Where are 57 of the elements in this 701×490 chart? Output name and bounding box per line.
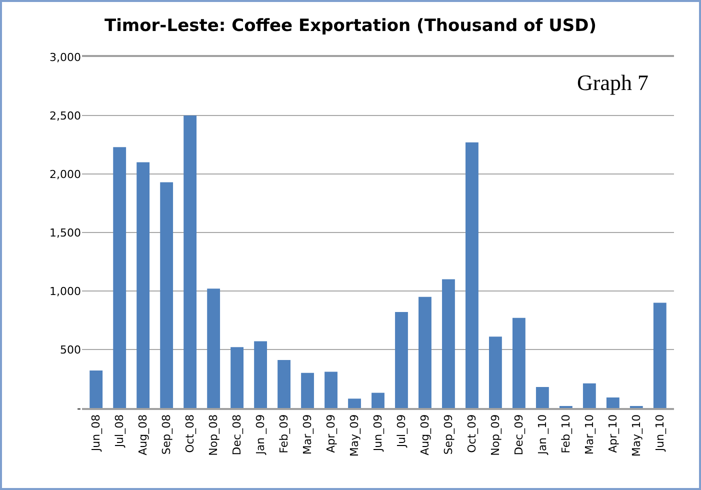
x-tick-label: Dec_09 [512,414,526,456]
x-tick-label: Feb_10 [560,414,573,454]
bar [466,142,478,408]
x-tick-label: Nop_08 [207,414,220,456]
y-tick-label: 1,500 [50,226,81,240]
x-tick-label: Jan _09 [254,414,268,456]
x-tick-label: Aug_08 [136,414,150,456]
bar [395,312,408,408]
x-tick-label: Jul_09 [395,414,408,448]
bar [301,372,314,408]
y-tick-label: - [77,402,82,415]
x-tick-label: Sep_09 [442,414,456,455]
x-tick-label: Jun_08 [90,414,103,452]
bar [606,397,620,408]
bar [136,162,150,408]
chart-title: Timor-Leste: Coffee Exportation (Thousand of USD) [104,16,597,36]
bar [536,386,549,408]
bar [418,296,432,408]
bar [90,370,103,408]
x-tick-label: Jun_10 [653,414,666,452]
bar [207,288,220,408]
y-tick-label: 500 [60,343,81,356]
x-tick-label: Dec_08 [230,414,244,456]
x-tick-label: Jan _10 [536,414,550,456]
x-tick-label: Nop_09 [489,414,502,456]
x-tick-label: Mar_10 [583,414,596,455]
bar [372,392,384,408]
y-tick-label: 2,500 [50,109,81,122]
x-tick-label: Mar_09 [301,414,314,455]
bar [324,372,338,408]
x-tick-label: Apr_10 [606,414,620,453]
x-tick-label: Oct_08 [184,414,197,453]
x-tick-label: Sep_08 [160,414,174,455]
bar [160,182,174,408]
bar [254,341,267,408]
x-tick-label: Jul_08 [113,414,126,448]
bar [653,302,666,408]
bar [442,279,455,408]
x-tick-label: Apr_09 [324,414,338,453]
y-tick-label: 2,000 [50,168,81,181]
x-tick-label: Jun_09 [372,414,385,452]
x-tick-label: Aug_09 [418,414,432,456]
bar [489,336,502,408]
bar [348,398,361,408]
x-tick-label: May_09 [348,414,362,457]
x-tick-label: Oct_09 [466,414,479,453]
bar [113,147,126,408]
annotation: Graph 7 [577,70,648,95]
x-tick-label: May_10 [630,414,643,457]
bar [184,116,197,408]
bar [278,360,290,408]
bar [512,318,526,408]
x-tick-label: Feb_09 [278,414,291,454]
bar [582,383,596,408]
y-tick-label: 3,000 [50,50,81,64]
bar [230,347,244,408]
y-tick-label: 1,000 [50,284,81,298]
